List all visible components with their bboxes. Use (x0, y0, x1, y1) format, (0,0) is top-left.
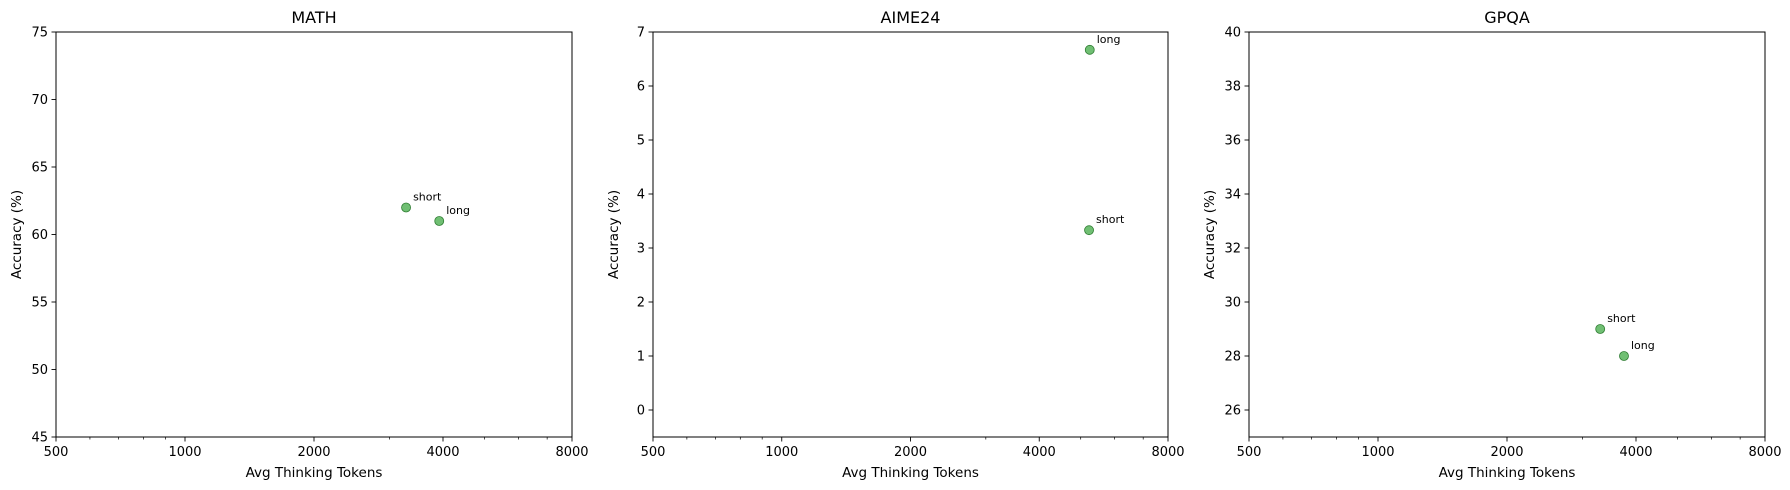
x-tick-label: 500 (641, 445, 666, 460)
chart-panel-math: MATH 500 1000 2000 4000 8000 45 50 55 60 65 70 75 Avg… (9, 8, 589, 481)
data-point-short (1595, 324, 1606, 334)
y-axis-label: Accuracy (%) (606, 190, 622, 279)
y-tick-label: 5 (637, 134, 645, 149)
y-tick-label: 50 (31, 363, 48, 378)
y-tick-label: 60 (31, 228, 48, 243)
x-tick-label: 500 (1237, 445, 1262, 460)
y-tick-label: 32 (1224, 242, 1241, 257)
data-point-short (401, 202, 411, 213)
chart-panel-gpqa: GPQA 500 1000 2000 4000 8000 26 28 30 32 34 36 38 40 A… (1202, 8, 1782, 481)
x-tick-label: 2000 (894, 445, 927, 460)
point-label-short: short (413, 191, 442, 204)
point-label-short: short (1607, 312, 1636, 325)
chart-panel-aime24: AIME24 500 1000 2000 4000 8000 0 1 2 3 4 5 6 7 Avg Thi… (606, 8, 1185, 481)
y-tick-label: 45 (31, 431, 48, 446)
data-point-long (1619, 351, 1629, 361)
x-tick-label: 4000 (1619, 445, 1652, 460)
x-tick-label: 500 (44, 445, 69, 460)
y-tick-label: 3 (637, 242, 645, 257)
data-point-long (434, 216, 445, 226)
y-tick-label: 75 (31, 26, 48, 41)
x-axis-label: Avg Thinking Tokens (842, 465, 979, 481)
x-tick-label: 4000 (1023, 445, 1056, 460)
x-axis-label: Avg Thinking Tokens (1439, 465, 1576, 481)
x-tick-label: 8000 (1748, 445, 1781, 460)
x-tick-label: 1000 (168, 445, 201, 460)
y-tick-label: 30 (1224, 296, 1241, 311)
y-tick-label: 0 (637, 404, 645, 419)
y-tick-label: 65 (31, 161, 48, 176)
chart-title: AIME24 (881, 8, 941, 27)
y-tick-label: 6 (637, 80, 645, 95)
y-tick-label: 34 (1224, 188, 1241, 203)
y-tick-label: 1 (637, 350, 645, 365)
chart-title: GPQA (1484, 8, 1530, 27)
x-tick-label: 2000 (297, 445, 330, 460)
x-tick-label: 1000 (1361, 445, 1394, 460)
x-tick-label: 1000 (765, 445, 798, 460)
y-tick-label: 26 (1224, 404, 1241, 419)
y-axis-label: Accuracy (%) (9, 190, 25, 279)
chart-title: MATH (291, 8, 336, 27)
y-tick-label: 38 (1224, 80, 1241, 95)
data-point-long (1084, 44, 1095, 55)
data-point-short (1084, 225, 1094, 236)
y-tick-label: 2 (637, 296, 645, 311)
point-label-long: long (1097, 33, 1121, 46)
y-tick-label: 70 (31, 93, 48, 108)
point-label-long: long (446, 204, 470, 217)
axes-frame (1248, 31, 1766, 438)
point-label-long: long (1631, 339, 1655, 352)
y-tick-label: 4 (637, 188, 645, 203)
x-tick-label: 8000 (555, 445, 588, 460)
x-tick-label: 2000 (1490, 445, 1523, 460)
y-tick-label: 28 (1224, 350, 1241, 365)
y-tick-label: 40 (1224, 26, 1241, 41)
axes-frame (55, 31, 573, 438)
y-tick-label: 55 (31, 296, 48, 311)
y-axis-label: Accuracy (%) (1202, 190, 1218, 279)
x-axis-label: Avg Thinking Tokens (246, 465, 383, 481)
y-tick-label: 36 (1224, 134, 1241, 149)
x-tick-label: 4000 (426, 445, 459, 460)
point-label-short: short (1096, 213, 1125, 226)
x-tick-label: 8000 (1151, 445, 1184, 460)
y-tick-label: 7 (637, 26, 645, 41)
